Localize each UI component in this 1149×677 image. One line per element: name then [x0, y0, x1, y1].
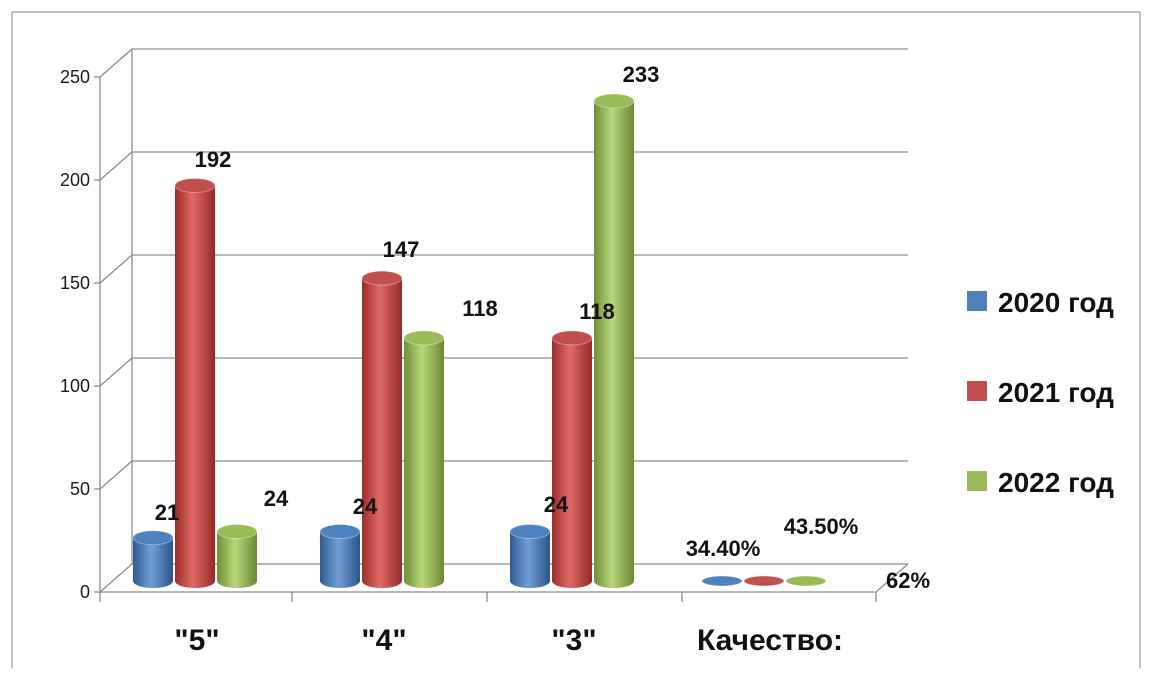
- legend-swatch: [967, 291, 987, 311]
- bar: [174, 177, 216, 589]
- bar-body: [594, 101, 634, 589]
- bar-top: [743, 575, 785, 587]
- bar: [701, 575, 743, 587]
- bar-top: [785, 575, 827, 587]
- bar-body: [217, 531, 257, 588]
- bar-top: [174, 177, 216, 193]
- legend-item: 2022 год: [967, 467, 1114, 498]
- gridline-diagonal: [99, 460, 133, 490]
- bar-top: [216, 524, 258, 540]
- bar: [361, 270, 403, 588]
- bar: [743, 575, 785, 587]
- bar-body: [133, 537, 173, 588]
- bar: [216, 524, 258, 588]
- legend-label: 2021 год: [998, 377, 1114, 408]
- data-label: 24: [264, 486, 289, 511]
- bars: [132, 93, 827, 589]
- gridline-diagonal: [99, 563, 133, 593]
- gridlines: [99, 48, 909, 602]
- x-category-label: "4": [361, 624, 406, 657]
- chart-frame: [11, 11, 1141, 668]
- bar-body: [320, 531, 360, 588]
- data-label: 147: [383, 237, 420, 262]
- gridline-diagonal: [99, 151, 133, 181]
- data-label: 192: [195, 147, 232, 172]
- y-tick-label: 0: [80, 582, 90, 602]
- bar-body: [510, 531, 550, 588]
- bar: [319, 524, 361, 588]
- bar-body: [175, 185, 215, 589]
- y-tick-label: 50: [70, 479, 90, 499]
- floor-right-line: [875, 563, 909, 593]
- bar-top: [551, 330, 593, 346]
- bar-top: [403, 330, 445, 346]
- bar-body: [404, 337, 444, 588]
- gridline-diagonal: [99, 48, 133, 78]
- bar-body: [362, 278, 402, 588]
- bar-top: [132, 530, 174, 546]
- data-label: 24: [544, 492, 569, 517]
- data-label: 233: [623, 62, 660, 87]
- x-category-label: "3": [551, 624, 596, 657]
- data-label: 24: [353, 494, 378, 519]
- y-tick-label: 100: [60, 376, 90, 396]
- y-tick-label: 200: [60, 170, 90, 190]
- y-axis-ticks: 0 50 100 150 200 250: [60, 67, 100, 602]
- bar: [509, 524, 551, 588]
- gridline-diagonal: [99, 254, 133, 284]
- data-label: 118: [462, 296, 498, 321]
- bar: [132, 530, 174, 588]
- legend-label: 2020 год: [998, 287, 1114, 318]
- bar-top: [509, 524, 551, 540]
- x-category-label: Качество:: [697, 624, 843, 657]
- bar-top: [593, 93, 635, 109]
- legend: 2020 год 2021 год 2022 год: [967, 287, 1114, 498]
- legend-item: 2020 год: [967, 287, 1114, 318]
- bar-top: [319, 524, 361, 540]
- data-label: 118: [579, 299, 615, 324]
- data-labels: 21 192 24 24 147 118 24 118 233 34.40% 43.50% 62%: [155, 62, 930, 593]
- y-tick-label: 250: [60, 67, 90, 87]
- data-label: 34.40%: [686, 536, 761, 561]
- gridline-diagonal: [99, 357, 133, 387]
- bar-top: [701, 575, 743, 587]
- y-tick-label: 150: [60, 273, 90, 293]
- data-label: 62%: [886, 568, 930, 593]
- bar: [593, 93, 635, 589]
- legend-label: 2022 год: [998, 467, 1114, 498]
- data-label: 21: [155, 500, 179, 525]
- legend-item: 2021 год: [967, 377, 1114, 408]
- x-axis-categories: "5" "4" "3" Качество:: [174, 624, 843, 657]
- bar-body: [552, 337, 592, 588]
- legend-swatch: [967, 471, 987, 491]
- bar: [785, 575, 827, 587]
- data-label: 43.50%: [784, 514, 859, 539]
- legend-swatch: [967, 381, 987, 401]
- bar: [551, 330, 593, 588]
- bar-top: [361, 270, 403, 286]
- x-category-label: "5": [174, 624, 219, 657]
- bar: [403, 330, 445, 588]
